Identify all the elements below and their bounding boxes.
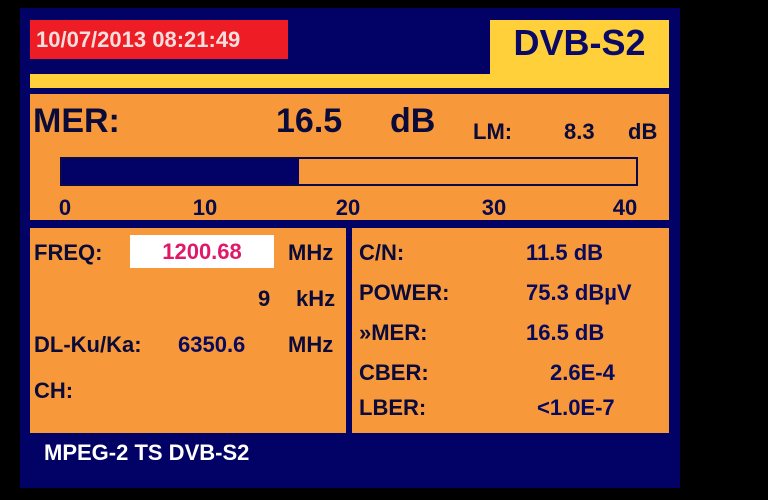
- cber-value: 2.6E-4: [550, 360, 615, 385]
- dl-value: 6350.6: [178, 332, 246, 357]
- dl-label: DL-Ku/Ka:: [34, 332, 142, 357]
- mode-label: DVB-S2: [513, 22, 646, 63]
- mer2-value: 16.5 dB: [526, 320, 605, 345]
- freq-unit: MHz: [288, 240, 334, 265]
- freq-label: FREQ:: [34, 240, 103, 265]
- mer-unit: dB: [390, 102, 436, 140]
- ch-label: CH:: [34, 378, 74, 403]
- lm-unit: dB: [628, 119, 658, 144]
- tick-label: 20: [335, 195, 361, 220]
- lm-value: 8.3: [564, 119, 595, 144]
- mer2-label: »MER:: [359, 320, 428, 345]
- mer-bar-fill: [62, 159, 299, 184]
- datetime: 10/07/2013 08:21:49: [30, 20, 288, 59]
- tick-label: 0: [58, 195, 72, 220]
- lm-label: LM:: [473, 119, 513, 144]
- offset-unit: kHz: [296, 286, 336, 311]
- power-value: 75.3 dBµV: [526, 280, 632, 305]
- lber-label: LBER:: [359, 395, 427, 420]
- offset-value: 9: [258, 286, 271, 311]
- tick-label: 40: [612, 195, 638, 220]
- mer-bar: [60, 157, 638, 186]
- mer-label: MER:: [33, 102, 120, 140]
- tick-label: 10: [192, 195, 218, 220]
- measurements-panel: [352, 228, 669, 433]
- tab-strip: [30, 74, 669, 88]
- power-label: POWER:: [359, 280, 450, 305]
- lber-value: <1.0E-7: [537, 395, 615, 420]
- cn-value: 11.5 dB: [526, 240, 604, 265]
- cber-label: CBER:: [359, 360, 429, 385]
- freq-input[interactable]: 1200.68: [130, 235, 274, 268]
- mer-value: 16.5: [276, 102, 343, 140]
- tick-label: 30: [481, 195, 507, 220]
- stream-info: MPEG-2 TS DVB-S2: [44, 440, 250, 465]
- dl-unit: MHz: [288, 332, 334, 357]
- cn-label: C/N:: [359, 240, 405, 265]
